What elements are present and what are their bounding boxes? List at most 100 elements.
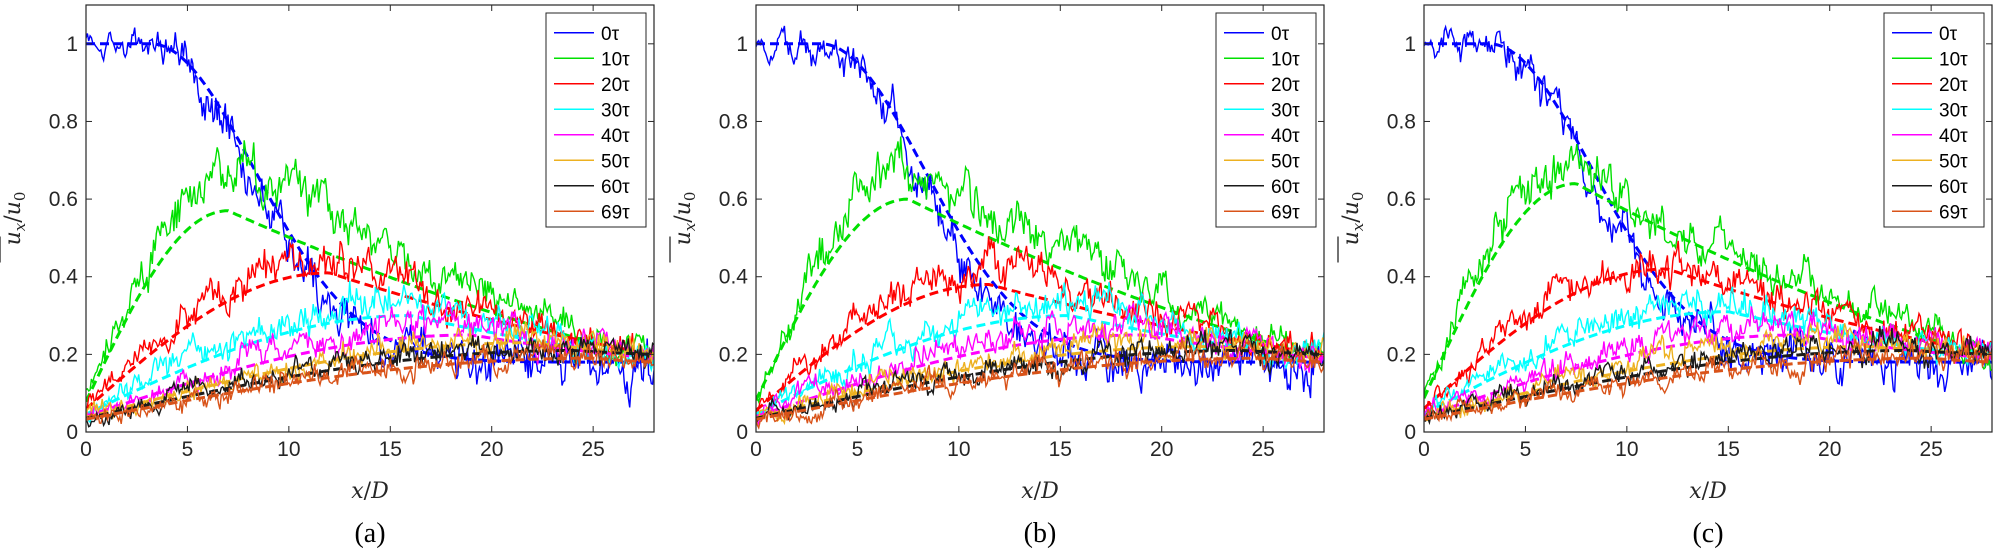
x-tick-label: 10 (277, 438, 300, 461)
panel-c: 0 5 10 15 20 2500.20.40.60.81x/Dux/u00τ10τ20τ… (1337, 4, 1993, 549)
legend-label: 69τ (1939, 202, 1968, 223)
x-axis-label-var: x (351, 479, 364, 504)
axes-box (1423, 4, 1993, 433)
y-axis-label: ux/u0 (0, 192, 29, 263)
x-axis-label-ref: D (370, 479, 389, 504)
x-axis-label-sep: / (1034, 479, 1042, 504)
series-fit-line-7 (86, 356, 654, 421)
y-axis-label: ux/u0 (1337, 192, 1367, 263)
legend-box (1883, 12, 1985, 228)
legend-label: 10τ (1939, 49, 1968, 70)
axes-box (755, 4, 1325, 433)
y-tick-label: 0.6 (1387, 188, 1416, 211)
y-axis-label-num: u (671, 231, 696, 245)
y-tick-label: 1 (736, 33, 748, 56)
curves (1424, 24, 1992, 426)
x-axis-label-ref: D (1708, 479, 1727, 504)
y-axis-label-den: u (1, 201, 26, 215)
series-fit-line-5 (1424, 345, 1992, 420)
series-line-6 (86, 335, 654, 428)
curves (86, 27, 654, 428)
x-axis-label: x/D (1689, 479, 1727, 504)
y-tick-label: 0.4 (719, 266, 749, 289)
y-axis-label-sep: / (1, 215, 26, 223)
legend-label: 0τ (601, 24, 620, 45)
legend-label: 50τ (601, 151, 630, 172)
y-tick-label: 0.8 (1387, 110, 1416, 133)
x-tick-label: 25 (1919, 438, 1942, 461)
legend-label: 10τ (601, 49, 630, 70)
series-line-1 (756, 136, 1324, 405)
y-axis-label-num: u (1339, 231, 1364, 245)
y-axis-label-num-sub: x (1349, 222, 1367, 231)
panel-a: 0 5 10 15 20 2500.20.40.60.81x/Dux/u00τ10τ20τ… (0, 4, 655, 549)
series-line-4 (86, 300, 654, 418)
x-axis-label-ref: D (1040, 479, 1059, 504)
legend-label: 69τ (1271, 202, 1300, 223)
y-axis-label-num-sub: x (681, 222, 699, 231)
y-axis-label-sep: / (1339, 215, 1364, 223)
x-axis-label: x/D (351, 479, 389, 504)
x-tick-label: 5 (852, 438, 864, 461)
panel-caption: (b) (1024, 518, 1057, 549)
legend-label: 10τ (1271, 49, 1300, 70)
legend-label: 40τ (1271, 126, 1300, 147)
x-axis-label-sep: / (364, 479, 372, 504)
legend-label: 0τ (1271, 24, 1290, 45)
series-fit-line-6 (756, 349, 1324, 420)
curves (756, 25, 1324, 430)
x-tick-label: 20 (1150, 438, 1173, 461)
legend-label: 20τ (1271, 75, 1300, 96)
y-tick-label: 0.6 (49, 188, 78, 211)
legend-label: 20τ (1939, 75, 1968, 96)
y-tick-label: 0.8 (49, 110, 78, 133)
legend: 0τ 10τ 20τ 30τ 40τ 50τ 60τ 69τ (545, 12, 647, 228)
series-line-3 (86, 280, 654, 424)
y-axis-label-den-sub: 0 (1349, 192, 1367, 202)
x-tick-label: 5 (1520, 438, 1532, 461)
y-axis-label-text: ux/u0 (1, 192, 29, 246)
legend-label: 50τ (1271, 151, 1300, 172)
y-tick-label: 0.8 (719, 110, 748, 133)
panel-caption: (c) (1692, 518, 1723, 549)
x-tick-label: 10 (1615, 438, 1638, 461)
series-fit-line-2 (756, 283, 1324, 412)
legend-label: 50τ (1939, 151, 1968, 172)
series-fit-line-3 (756, 314, 1324, 416)
panel-b: 0 5 10 15 20 2500.20.40.60.81x/Dux/u00τ10τ20τ… (669, 4, 1325, 549)
y-tick-label: 0.2 (49, 343, 78, 366)
x-tick-label: 0 (750, 438, 762, 461)
series-line-7 (86, 339, 654, 425)
series-fit-line-2 (86, 271, 654, 411)
y-tick-label: 0 (1404, 421, 1416, 444)
legend-label: 40τ (601, 126, 630, 147)
series-line-7 (1424, 330, 1992, 423)
x-tick-label: 20 (480, 438, 503, 461)
y-tick-label: 0 (736, 421, 748, 444)
legend-box (1215, 12, 1317, 228)
y-axis-label-text: ux/u0 (1339, 192, 1367, 246)
series-line-7 (756, 336, 1324, 430)
y-axis-label-text: ux/u0 (671, 192, 699, 246)
y-axis-label-den: u (671, 201, 696, 215)
legend-label: 30τ (601, 100, 630, 121)
y-tick-label: 0.2 (719, 343, 748, 366)
series-fit-line-7 (1424, 356, 1992, 421)
y-axis-label-num-sub: x (11, 222, 29, 231)
legend-label: 60τ (1271, 177, 1300, 198)
legend-label: 60τ (601, 177, 630, 198)
y-tick-label: 1 (1404, 33, 1416, 56)
y-axis-label-den: u (1339, 201, 1364, 215)
y-tick-label: 0.2 (1387, 343, 1416, 366)
x-tick-label: 25 (581, 438, 604, 461)
x-axis-label-var: x (1021, 479, 1034, 504)
y-axis-label-sep: / (671, 215, 696, 223)
y-tick-label: 1 (66, 33, 78, 56)
legend-label: 20τ (601, 75, 630, 96)
panel-caption: (a) (354, 518, 385, 549)
legend-label: 40τ (1939, 126, 1968, 147)
legend-label: 69τ (601, 202, 630, 223)
legend-box (545, 12, 647, 228)
series-fit-line-0 (756, 42, 1324, 364)
